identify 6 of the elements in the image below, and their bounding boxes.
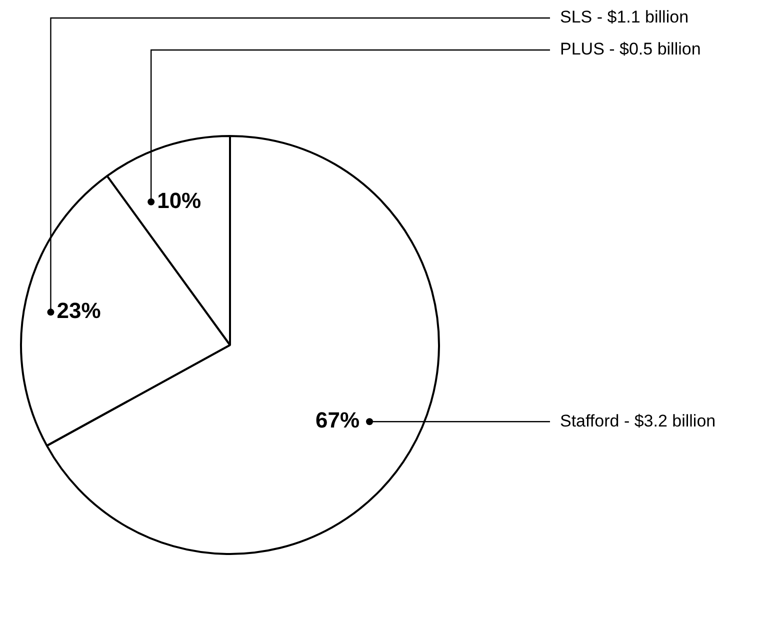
data-label: 67%	[315, 408, 360, 433]
slice-label: Stafford - $3.2 billion	[560, 411, 716, 430]
slice-label: PLUS - $0.5 billion	[560, 40, 701, 59]
data-label: 10%	[157, 188, 202, 213]
slice-label: SLS - $1.1 billion	[560, 8, 689, 27]
data-label: 23%	[56, 298, 101, 324]
